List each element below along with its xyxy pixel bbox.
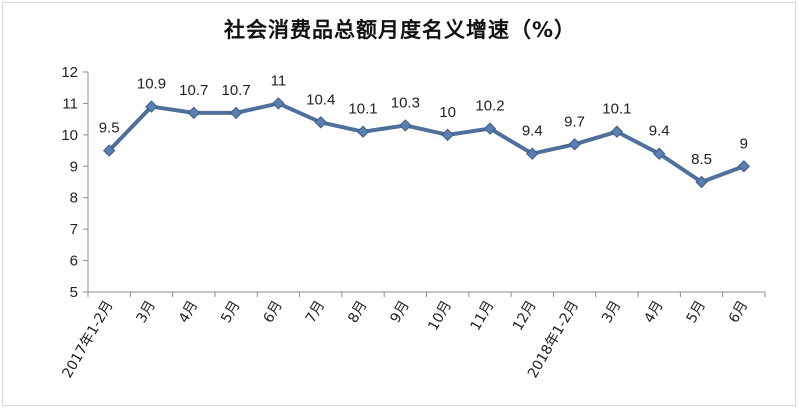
data-point (356, 125, 370, 138)
data-point (568, 138, 581, 151)
x-tick-label: 2017年1-2月 (60, 298, 117, 381)
x-tick-label: 10月 (425, 298, 455, 334)
data-point (187, 106, 200, 120)
data-label: 9 (740, 135, 748, 152)
y-tick-label: 8 (70, 190, 78, 207)
data-label: 10.4 (306, 91, 335, 108)
data-point (314, 116, 327, 129)
data-label: 10.1 (602, 101, 631, 118)
y-tick-label: 5 (70, 284, 78, 301)
data-point (483, 122, 497, 135)
data-label: 10.1 (348, 101, 377, 118)
x-tick-label: 3月 (134, 298, 159, 326)
data-label: 11 (271, 72, 287, 89)
data-point (399, 119, 412, 132)
x-tick-label: 8月 (345, 298, 370, 326)
data-label: 9.5 (99, 120, 120, 137)
x-tick-label: 6月 (261, 298, 286, 326)
data-label: 9.7 (564, 113, 585, 130)
data-point (272, 97, 285, 110)
x-tick-label: 6月 (726, 298, 751, 326)
data-label: 10.7 (221, 82, 250, 99)
data-label: 10 (439, 104, 456, 121)
x-tick-label: 4月 (176, 298, 201, 326)
data-label: 10.9 (137, 76, 166, 93)
data-label: 10.7 (179, 82, 208, 99)
data-point (610, 125, 624, 138)
data-label: 10.3 (391, 94, 420, 111)
series-line (107, 101, 745, 184)
y-tick-label: 9 (70, 158, 78, 175)
x-tick-label: 9月 (387, 298, 412, 326)
data-point (526, 147, 539, 160)
data-point (145, 100, 158, 113)
y-tick-label: 7 (70, 221, 78, 238)
data-label: 9.4 (522, 123, 543, 140)
y-tick-label: 10 (61, 127, 78, 144)
chart-frame (2, 2, 796, 406)
data-point (102, 144, 116, 157)
x-tick-label: 12月 (510, 298, 540, 334)
data-point (441, 128, 454, 142)
chart-title: 社会消费品总额月度名义增速（%） (223, 18, 577, 42)
y-tick-label: 6 (70, 253, 78, 270)
data-label: 9.4 (649, 123, 670, 140)
data-point (695, 175, 708, 189)
x-tick-label: 11月 (468, 298, 498, 334)
x-tick-label: 4月 (641, 298, 666, 326)
y-tick-label: 12 (61, 64, 78, 81)
x-tick-label: 5月 (218, 298, 243, 326)
data-point (737, 160, 751, 173)
data-label: 10.2 (475, 98, 504, 115)
x-tick-label: 3月 (599, 298, 624, 326)
y-tick-label: 11 (62, 95, 78, 112)
data-point (229, 106, 243, 120)
x-tick-label: 5月 (684, 298, 709, 326)
x-tick-label: 7月 (303, 298, 328, 326)
data-label: 8.5 (691, 151, 712, 168)
data-point (653, 147, 666, 160)
